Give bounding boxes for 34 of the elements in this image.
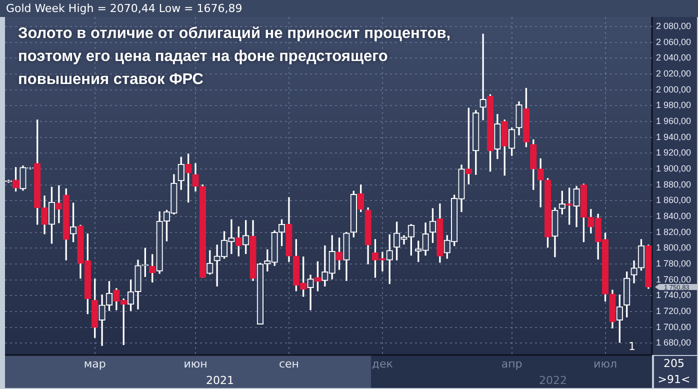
y-tick-label: 1 880,00	[656, 179, 692, 190]
annotation: 1	[628, 340, 636, 353]
y-tick-label: 1 820,00	[656, 226, 692, 237]
y-tick-label: 2 040,00	[656, 52, 692, 63]
text: >91<	[658, 372, 690, 386]
y-tick-label: 2 000,00	[656, 84, 692, 94]
y-tick-label: 1 760,00	[656, 274, 692, 284]
chart-subtitle: Gold Week High = 2070,44 Low = 1676,89	[6, 2, 242, 15]
x-tick-label: июл	[594, 357, 617, 370]
y-tick-label: 1 940,00	[656, 132, 692, 142]
y-tick-label: 1 700,00	[656, 322, 692, 332]
y-tick-label: 1 860,00	[656, 195, 692, 206]
text: 2021	[206, 374, 234, 387]
y-tick-label: 1 720,00	[656, 306, 692, 316]
x-tick-label: мар	[84, 357, 106, 370]
x-tick-label: апр	[501, 357, 522, 370]
y-tick-label: 1 800,00	[656, 242, 692, 253]
text: 2022	[539, 374, 567, 387]
text: Золото в отличие от облигаций не приносит процентов, поэтому его цена падает на фоне предстоящего повышения ставок ФРС	[18, 24, 452, 90]
y-tick-label: 1 920,00	[656, 148, 692, 158]
text: 205	[664, 356, 684, 370]
y-tick-label: 1 780,00	[656, 258, 692, 268]
y-tick-label: 2 080,00	[656, 20, 692, 31]
y-tick-label: 1 980,00	[656, 100, 692, 110]
x-tick-label: июн	[184, 357, 208, 370]
y-tick-label: 1 960,00	[656, 116, 692, 126]
y-tick-label: 1 840,00	[656, 210, 692, 221]
y-tick-label: 2 060,00	[656, 36, 692, 47]
y-tick-label: 1 900,00	[656, 163, 692, 174]
y-tick-label: 1 740,00	[656, 290, 692, 300]
y-tick-label: 1 680,00	[656, 338, 692, 348]
x-tick-label: дек	[372, 357, 394, 370]
x-tick-label: сен	[278, 357, 299, 370]
y-tick-label: 2 020,00	[656, 68, 692, 78]
